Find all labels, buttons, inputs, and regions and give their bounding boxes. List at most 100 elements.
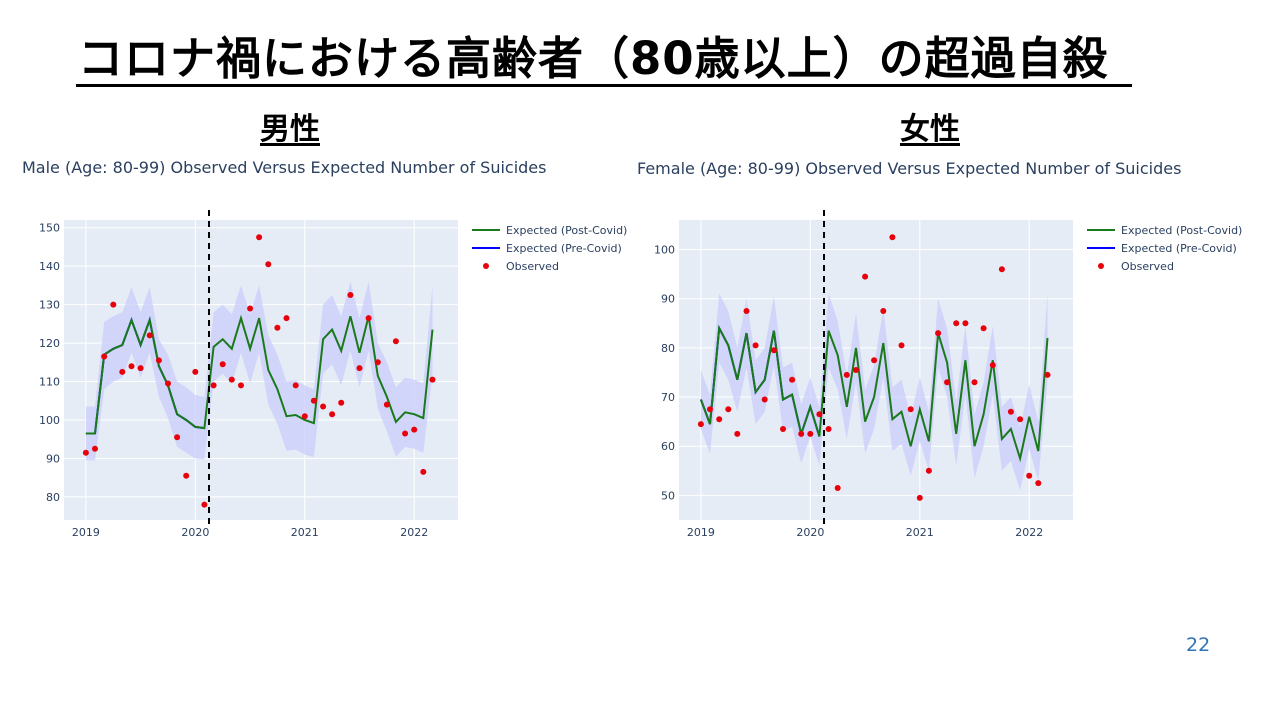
y-tick-label: 50 [661,489,675,502]
observed-point [392,338,399,345]
x-tick-label: 2021 [906,526,934,539]
observed-point [925,467,932,474]
legend-swatch [483,263,489,269]
legend-swatch [1098,263,1104,269]
y-tick-label: 120 [39,337,60,350]
observed-point [92,445,98,452]
y-tick-label: 90 [46,452,60,465]
observed-point [137,365,144,372]
observed-point [155,357,162,364]
observed-point [752,342,759,349]
female-heading: 女性 [900,112,960,147]
confidence-band [85,281,433,461]
observed-point [374,359,381,366]
female-chart-title: Female (Age: 80-99) Observed Versus Expe… [637,159,1182,178]
observed-point [329,411,336,418]
observed-point [301,413,308,420]
observed-point [119,368,126,375]
observed-point [174,434,181,441]
observed-point [256,234,263,241]
observed-point [420,468,427,475]
observed-point [283,315,290,322]
observed-point [110,301,117,308]
y-tick-label: 90 [661,293,675,306]
x-tick-label: 2022 [1015,526,1043,539]
x-tick-label: 2019 [687,526,715,539]
plot-background [64,220,458,520]
observed-point [1044,371,1051,378]
observed-point [347,292,354,298]
x-tick-label: 2019 [72,526,100,539]
male-chart-title: Male (Age: 80-99) Observed Versus Expect… [22,158,547,177]
observed-point [798,430,805,437]
observed-point [898,342,905,349]
observed-point [716,416,723,423]
observed-point [201,501,208,508]
page-number: 22 [1186,634,1211,656]
observed-point [183,472,190,479]
observed-point [743,308,750,314]
observed-point [962,320,969,327]
observed-point [356,365,363,372]
observed-point [980,325,987,332]
observed-point [192,368,199,375]
observed-point [411,426,418,433]
observed-point [1026,472,1033,479]
observed-point [228,376,235,383]
observed-point [274,324,281,331]
observed-point [816,411,823,418]
observed-point [165,380,171,387]
slide-title: コロナ禍における高齢者（80歳以上）の超過自殺 [78,32,1109,85]
observed-point [265,261,272,268]
observed-point [383,401,390,408]
legend-label: Observed [506,260,559,273]
legend-label: Expected (Post-Covid) [1121,224,1242,237]
y-tick-label: 80 [661,342,675,355]
y-tick-label: 110 [39,376,60,389]
x-tick-label: 2020 [796,526,824,539]
legend-label: Expected (Pre-Covid) [506,242,622,255]
observed-point [697,421,704,428]
observed-point [880,308,887,314]
observed-point [780,426,786,432]
male-chart: 80 90 100 110 120 130 140 150 2019 2020 2021 2022 Ex… [39,210,627,539]
observed-point [128,363,135,370]
y-tick-label: 70 [661,391,675,404]
observed-point [825,426,832,432]
observed-point [843,371,850,378]
observed-point [871,357,878,364]
observed-point [219,361,226,368]
observed-point [725,406,732,413]
observed-point [101,353,108,360]
observed-point [1017,416,1024,423]
observed-point [789,376,796,383]
female-chart: 50 60 70 80 90 100 2019 2020 2021 2022 Expected (P… [654,210,1242,539]
expected-post-covid-line [699,324,1049,463]
legend-label: Observed [1121,260,1174,273]
observed-point [862,273,869,280]
observed-point [338,399,345,406]
x-tick-label: 2020 [181,526,209,539]
legend-label: Expected (Post-Covid) [506,224,627,237]
observed-point [989,362,996,369]
y-tick-label: 150 [39,222,60,235]
observed-point [916,494,923,501]
observed-point [320,403,327,410]
y-tick-label: 140 [39,260,60,273]
title-underline [76,84,1132,87]
observed-point [1007,408,1014,415]
y-tick-label: 130 [39,299,60,312]
observed-point [365,315,372,322]
observed-point [935,330,942,337]
observed-point [761,396,768,403]
observed-point [146,332,153,339]
observed-point [210,382,217,389]
observed-point [998,266,1005,273]
observed-point [734,430,741,437]
male-heading: 男性 [260,112,320,147]
observed-point [310,397,317,404]
observed-point [807,430,814,437]
legend-label: Expected (Pre-Covid) [1121,242,1237,255]
observed-point [402,430,409,437]
observed-point [971,379,978,386]
